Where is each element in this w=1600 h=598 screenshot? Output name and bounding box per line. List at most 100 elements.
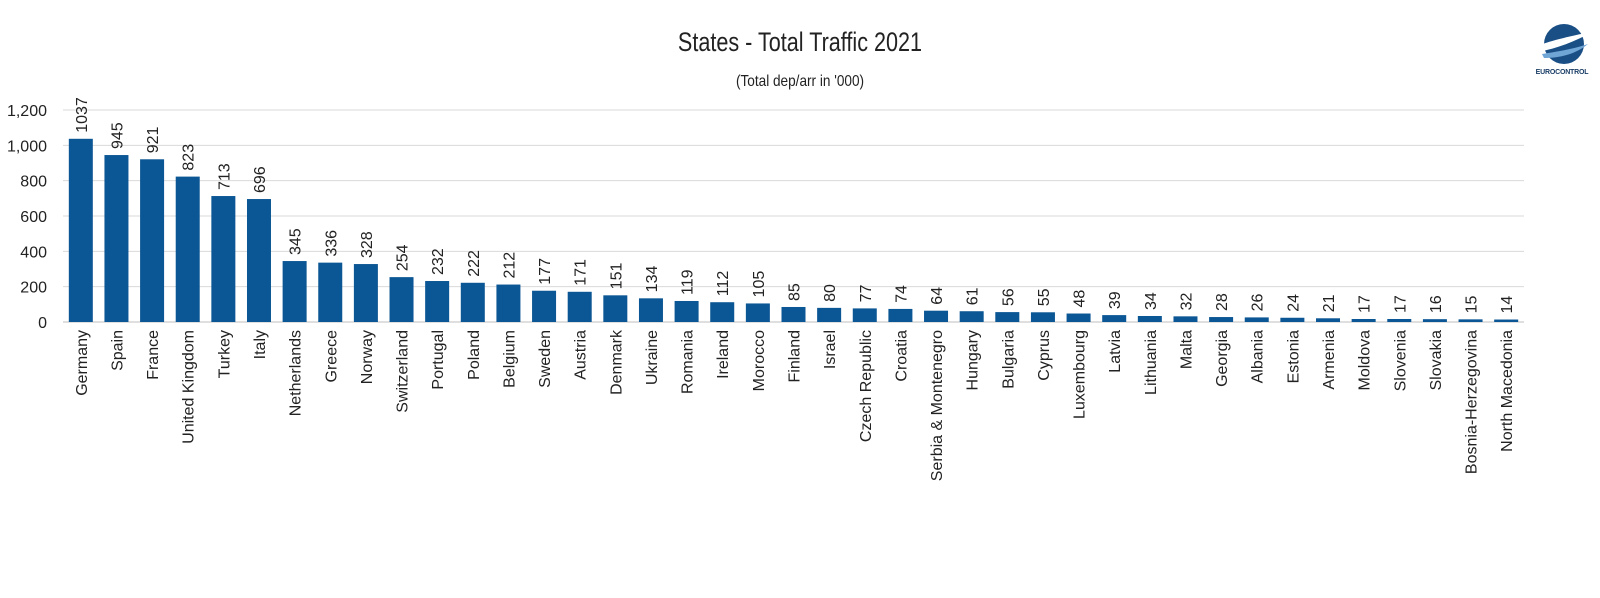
data-label: 26 — [1250, 294, 1267, 312]
bar — [104, 155, 129, 322]
data-label: 15 — [1464, 295, 1481, 313]
y-tick-label: 400 — [20, 244, 47, 261]
x-tick-label: Finland — [787, 330, 804, 382]
bar — [68, 138, 93, 322]
data-label: 55 — [1036, 288, 1053, 306]
data-label: 28 — [1214, 293, 1231, 311]
bar — [817, 307, 842, 322]
data-label: 696 — [252, 166, 269, 193]
x-tick-label: Slovenia — [1392, 330, 1409, 391]
x-tick-label: United Kingdom — [181, 330, 198, 444]
data-label: 85 — [787, 283, 804, 301]
x-tick-label: Latvia — [1107, 330, 1124, 373]
data-label: 823 — [181, 144, 198, 171]
x-tick-label: Luxembourg — [1072, 330, 1089, 419]
x-tick-label: Cyprus — [1036, 330, 1053, 381]
data-label: 345 — [288, 228, 305, 255]
bar — [1137, 315, 1162, 322]
bar — [1066, 313, 1091, 322]
x-tick-label: Poland — [466, 330, 483, 380]
data-label: 64 — [929, 287, 946, 305]
bar — [1280, 317, 1305, 322]
data-label: 212 — [501, 252, 518, 279]
data-label: 151 — [608, 263, 625, 290]
bar — [567, 291, 592, 322]
data-label: 48 — [1072, 290, 1089, 308]
y-tick-label: 600 — [20, 209, 47, 226]
data-label: 921 — [145, 126, 162, 153]
x-tick-label: Greece — [323, 330, 340, 383]
bar — [1209, 317, 1234, 322]
data-label: 232 — [430, 248, 447, 275]
x-tick-label: Croatia — [893, 330, 910, 382]
data-label: 21 — [1321, 294, 1338, 312]
x-tick-label: Switzerland — [395, 330, 412, 413]
x-tick-label: North Macedonia — [1499, 330, 1516, 452]
data-label: 14 — [1499, 296, 1516, 314]
bar — [460, 282, 485, 322]
bar — [1244, 317, 1269, 322]
bar — [603, 295, 628, 322]
x-tick-label: Malta — [1178, 330, 1195, 369]
bar — [1102, 315, 1127, 322]
data-label: 171 — [573, 259, 590, 286]
x-tick-label: Sweden — [537, 330, 554, 388]
data-label: 177 — [537, 258, 554, 285]
bar — [1173, 316, 1198, 322]
logo-text: EUROCONTROL — [1535, 69, 1589, 76]
x-tick-label: Armenia — [1321, 330, 1338, 390]
bar — [888, 308, 913, 322]
bar — [1458, 319, 1483, 322]
chart-subtitle: (Total dep/arr in '000) — [735, 73, 865, 90]
x-tick-label: Portugal — [430, 330, 447, 390]
x-tick-label: Ukraine — [644, 330, 661, 385]
bar — [353, 264, 378, 322]
x-tick-label: Norway — [359, 330, 376, 384]
bar — [1351, 318, 1376, 322]
data-label: 17 — [1357, 295, 1374, 313]
x-tick-label: Morocco — [751, 330, 768, 391]
eurocontrol-logo-icon — [1536, 24, 1592, 64]
data-label: 56 — [1000, 288, 1017, 306]
data-label: 24 — [1285, 294, 1302, 312]
x-tick-label: Spain — [109, 330, 126, 371]
y-tick-label: 200 — [20, 280, 47, 297]
x-tick-label: Lithuania — [1143, 330, 1160, 395]
bar — [745, 303, 770, 322]
x-tick-label: Bulgaria — [1000, 330, 1017, 389]
data-label: 32 — [1178, 292, 1195, 310]
x-tick-label: France — [145, 330, 162, 380]
bar — [211, 196, 236, 322]
data-label: 328 — [359, 231, 376, 258]
bar — [1316, 318, 1341, 322]
bar — [781, 306, 806, 322]
data-label: 112 — [715, 271, 732, 297]
bar — [1422, 319, 1447, 322]
bar — [674, 300, 699, 322]
data-label: 222 — [466, 250, 483, 277]
data-label: 77 — [858, 284, 875, 302]
x-tick-label: Georgia — [1214, 330, 1231, 387]
y-tick-label: 0 — [38, 315, 47, 332]
x-tick-label: Netherlands — [288, 330, 305, 416]
x-tick-label: Bosnia-Herzegovina — [1464, 330, 1481, 474]
bar — [496, 284, 521, 322]
data-label: 17 — [1392, 295, 1409, 313]
chart-title: States - Total Traffic 2021 — [677, 27, 923, 57]
x-tick-label: Israel — [822, 330, 839, 369]
y-tick-label: 1,000 — [7, 138, 47, 155]
x-tick-label: Austria — [573, 330, 590, 380]
bar — [1494, 319, 1519, 322]
bar — [1030, 312, 1055, 322]
y-tick-label: 800 — [20, 174, 47, 191]
x-tick-label: Serbia & Montenegro — [929, 330, 946, 481]
data-label: 105 — [751, 271, 768, 298]
x-tick-label: Germany — [74, 330, 91, 396]
x-tick-label: Belgium — [501, 330, 518, 388]
data-label: 1037 — [74, 97, 91, 133]
x-tick-label: Estonia — [1285, 330, 1302, 383]
bar — [924, 310, 949, 322]
x-tick-label: Albania — [1250, 330, 1267, 383]
data-label: 34 — [1143, 292, 1160, 310]
x-tick-label: Slovakia — [1428, 330, 1445, 391]
